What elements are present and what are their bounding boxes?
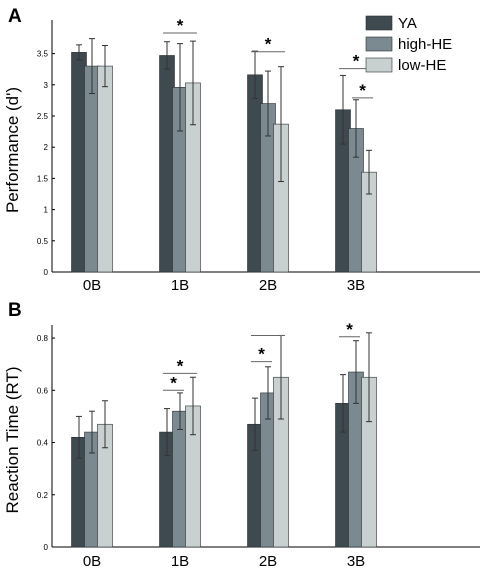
y-tick-label: 0.8 bbox=[37, 334, 49, 343]
category-label: 3B bbox=[347, 277, 365, 294]
y-tick-label: 0.2 bbox=[37, 491, 49, 500]
y-tick-label: 1.5 bbox=[37, 174, 49, 183]
significance-star: * bbox=[353, 52, 360, 71]
significance-star: * bbox=[265, 35, 272, 54]
category-label: 2B bbox=[259, 277, 277, 294]
legend-swatch-high-he bbox=[365, 36, 393, 52]
category-label: 1B bbox=[171, 553, 189, 570]
legend-label-low-he: low-HE bbox=[398, 57, 446, 74]
y-tick-label: 0.6 bbox=[37, 386, 49, 395]
legend-label-high-he: high-HE bbox=[398, 36, 452, 53]
panel-a: A 0 0.5 1 1.5 2 2.5 3 3.5 Performance (d') 0B 1B 2B 3… bbox=[3, 6, 480, 294]
significance-star: * bbox=[177, 16, 184, 35]
significance-star: * bbox=[258, 345, 265, 364]
panel-letter: B bbox=[8, 300, 22, 321]
y-tick-label: 2.5 bbox=[37, 112, 49, 121]
category-label: 2B bbox=[259, 553, 277, 570]
panel-b: B 0 0.2 0.4 0.6 0.8 Reaction Time (RT) 0B 1B 2B 3B… bbox=[3, 300, 480, 570]
legend-swatch-low-he bbox=[365, 57, 393, 73]
category-label: 3B bbox=[347, 553, 365, 570]
legend: YA high-HE low-HE bbox=[365, 15, 452, 74]
y-tick-label: 2 bbox=[44, 143, 49, 152]
significance-star: * bbox=[359, 81, 366, 100]
bar-low-he-0b bbox=[97, 65, 113, 273]
y-tick-label: 3.5 bbox=[37, 50, 49, 59]
y-tick-label: 0 bbox=[44, 268, 49, 277]
significance-star: * bbox=[346, 320, 353, 339]
y-axis-label: Reaction Time (RT) bbox=[3, 366, 22, 513]
category-label: 0B bbox=[83, 553, 101, 570]
y-tick-label: 3 bbox=[44, 81, 49, 90]
y-tick-label: 1 bbox=[44, 206, 49, 215]
legend-swatch-ya bbox=[365, 15, 393, 31]
category-label: 0B bbox=[83, 277, 101, 294]
y-axis-label: Performance (d') bbox=[3, 87, 22, 213]
y-tick-label: 0.5 bbox=[37, 237, 49, 246]
panel-letter: A bbox=[8, 6, 22, 27]
significance-star: * bbox=[177, 356, 184, 375]
category-label: 1B bbox=[171, 277, 189, 294]
y-tick-label: 0 bbox=[44, 543, 49, 552]
significance-star: * bbox=[170, 373, 177, 392]
y-tick-label: 0.4 bbox=[37, 439, 49, 448]
legend-label-ya: YA bbox=[398, 15, 417, 32]
